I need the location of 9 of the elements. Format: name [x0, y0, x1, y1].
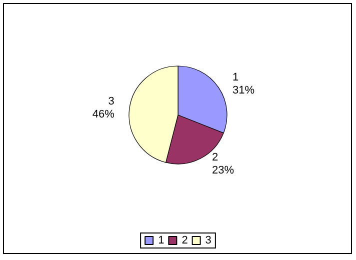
data-label: 46% [92, 108, 115, 121]
slice-label: 3 [108, 96, 114, 108]
data-label: 23% [212, 164, 234, 177]
legend-label: 1 [158, 234, 164, 246]
slice-label: 2 [212, 152, 218, 164]
legend-label: 2 [182, 234, 188, 246]
legend-label: 3 [205, 234, 212, 246]
data-label: 31% [232, 84, 255, 97]
slice-label: 1 [232, 72, 239, 84]
